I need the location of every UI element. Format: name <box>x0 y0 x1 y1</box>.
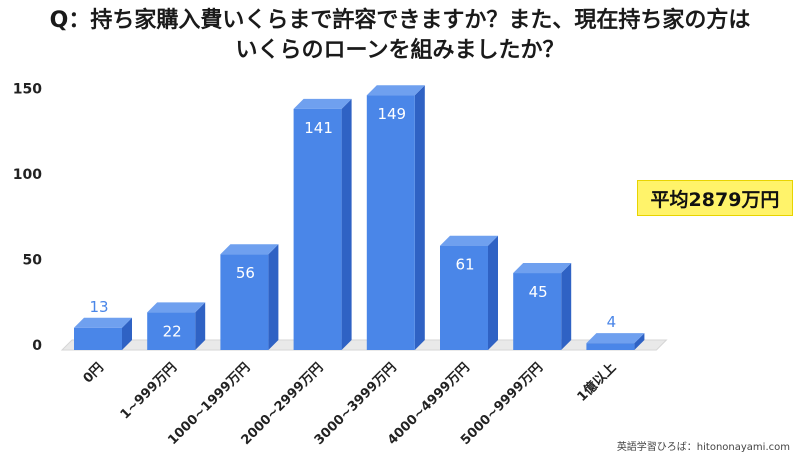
bar-side <box>341 98 352 350</box>
bar <box>440 245 488 350</box>
data-label: 22 <box>163 322 182 340</box>
bar-top <box>147 302 206 313</box>
bar-side <box>195 302 206 350</box>
bar <box>293 108 342 350</box>
data-label: 56 <box>236 264 255 282</box>
data-label: 141 <box>304 119 333 137</box>
average-badge: 平均2879万円 <box>637 180 793 216</box>
x-tick-label: 5000~9999万円 <box>458 360 546 448</box>
bar <box>147 312 196 350</box>
y-tick-label: 150 <box>13 82 42 98</box>
chart-title-line-1: Q：持ち家購入費いくらまで許容できますか？また、現在持ち家の方は <box>49 8 751 33</box>
x-tick-label: 1億以上 <box>574 360 619 405</box>
y-tick-label: 50 <box>23 253 43 269</box>
data-label: 149 <box>377 105 406 123</box>
chart-title-line-2: いくらのローンを組みましたか？ <box>235 38 565 63</box>
bar <box>220 254 269 350</box>
bar-top <box>586 333 645 344</box>
bar-top <box>293 98 352 109</box>
y-tick-label: 100 <box>13 167 42 183</box>
data-label: 61 <box>455 256 474 274</box>
bar-top <box>440 235 498 246</box>
data-label: 4 <box>607 313 617 331</box>
x-tick-label: 0円 <box>81 360 107 386</box>
bar <box>74 327 122 350</box>
bar-side <box>414 85 425 351</box>
bar-side <box>634 333 645 350</box>
bar-side <box>122 317 132 350</box>
bar <box>586 343 635 350</box>
x-tick-label: 1~999万円 <box>118 360 180 422</box>
bar <box>513 273 562 350</box>
bar-top <box>74 317 132 328</box>
bar-top <box>513 263 572 274</box>
y-tick-label: 0 <box>32 338 42 354</box>
chart-title: Q：持ち家購入費いくらまで許容できますか？また、現在持ち家の方は いくらのローン… <box>0 6 800 66</box>
bar-top <box>220 244 279 255</box>
bar-side <box>488 235 498 350</box>
bar-side <box>268 244 279 350</box>
data-label: 13 <box>89 298 108 316</box>
data-label: 45 <box>529 283 548 301</box>
bar <box>366 95 415 351</box>
bar-side <box>561 263 572 350</box>
bar-top <box>366 85 425 96</box>
source-credit: 英語学習ひろば：hitononayami.com <box>616 442 790 453</box>
